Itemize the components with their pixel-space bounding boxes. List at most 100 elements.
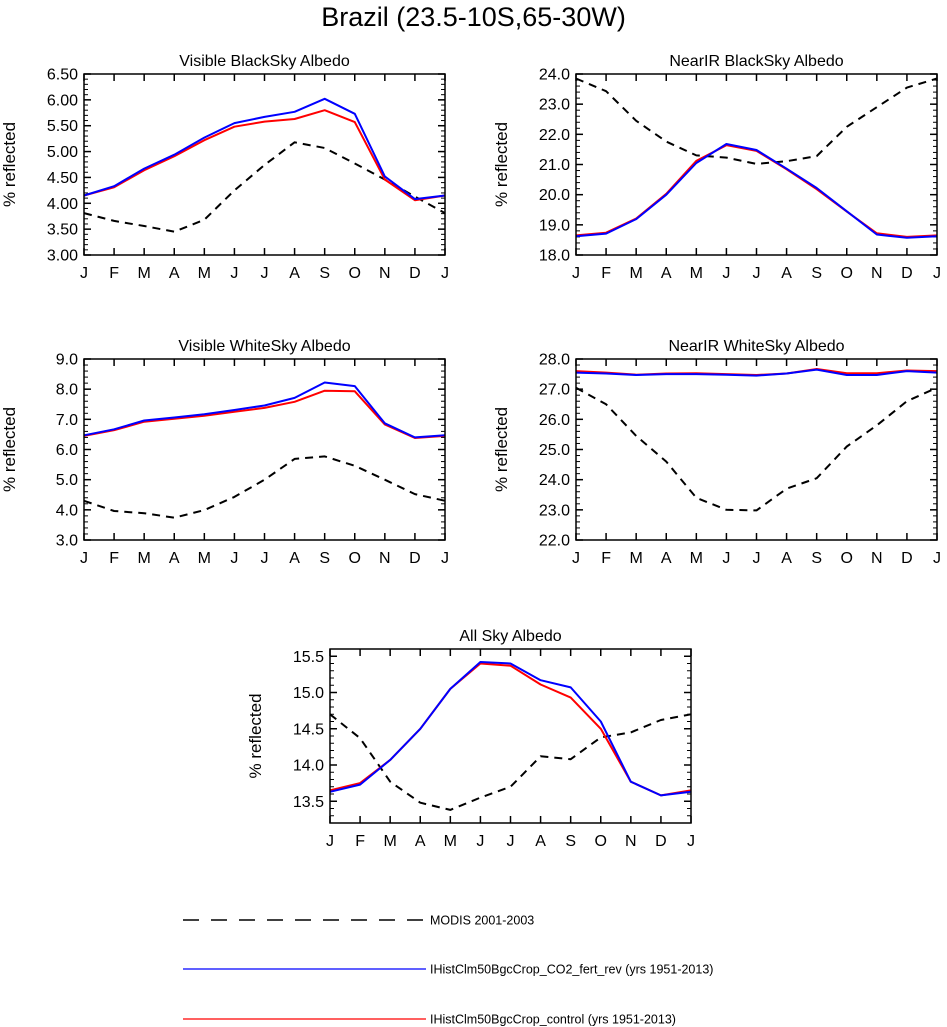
x-tick-label: D (655, 833, 667, 850)
y-tick-label: 6.50 (47, 67, 78, 84)
series-line-control (83, 389, 446, 439)
x-tick-label: M (138, 265, 151, 282)
x-tick-label: J (230, 550, 238, 567)
x-tick-label: J (722, 265, 730, 282)
y-tick-label: 27.0 (539, 382, 570, 399)
plot-frame (329, 648, 692, 824)
y-tick-label: 13.5 (293, 794, 324, 811)
chart-4: All Sky Albedo % reflected 13.5 14.0 14.5 15.… (246, 628, 695, 850)
x-tick-label: M (198, 265, 211, 282)
x-tick-label: O (349, 265, 361, 282)
y-tick-label: 9.0 (56, 352, 78, 369)
y-tick-label: 5.00 (47, 144, 78, 161)
y-tick-label: 26.0 (539, 412, 570, 429)
y-axis-label: % reflected (246, 693, 265, 778)
x-tick-label: D (901, 550, 913, 567)
x-tick-label: O (841, 550, 853, 567)
y-tick-label: 22.0 (539, 533, 570, 550)
x-tick-label: N (871, 550, 883, 567)
y-tick-label: 6.0 (56, 442, 78, 459)
series-line-modis (83, 141, 446, 233)
y-axis-label: % reflected (0, 122, 19, 207)
plot-frame (83, 358, 446, 541)
x-tick-label: O (349, 550, 361, 567)
series-line-co2_fert_rev (575, 143, 938, 239)
x-tick-label: S (811, 550, 822, 567)
x-tick-label: A (169, 550, 180, 567)
series-line-modis (83, 455, 446, 519)
x-tick-label: F (601, 550, 611, 567)
x-tick-label: M (630, 265, 643, 282)
x-tick-label: D (409, 550, 421, 567)
y-tick-label: 20.0 (539, 187, 570, 204)
x-tick-label: O (595, 833, 607, 850)
x-tick-label: A (661, 550, 672, 567)
y-tick-label: 15.5 (293, 649, 324, 666)
chart-title: Visible BlackSky Albedo (179, 53, 350, 70)
x-tick-label: N (379, 265, 391, 282)
chart-2: Visible WhiteSky Albedo % reflected 3.0 4.0… (0, 338, 449, 567)
legend-label-modis: MODIS 2001-2003 (430, 914, 534, 928)
x-tick-label: J (572, 550, 580, 567)
x-tick-label: N (871, 265, 883, 282)
y-axis-label: % reflected (492, 407, 511, 492)
x-tick-label: M (690, 550, 703, 567)
y-tick-label: 14.5 (293, 721, 324, 738)
x-tick-label: M (198, 550, 211, 567)
series-line-co2_fert_rev (575, 368, 938, 377)
plot-frame (575, 73, 938, 256)
x-tick-label: J (261, 265, 269, 282)
x-tick-label: A (289, 265, 300, 282)
x-tick-label: D (409, 265, 421, 282)
legend: MODIS 2001-2003 IHistClm50BgcCrop_CO2_fer… (183, 914, 713, 1027)
plot-frame (83, 73, 446, 256)
legend-label-control: IHistClm50BgcCrop_control (yrs 1951-2013… (430, 1013, 676, 1027)
y-tick-label: 22.0 (539, 127, 570, 144)
x-tick-label: A (535, 833, 546, 850)
plot-frame (575, 358, 938, 541)
y-tick-label: 23.0 (539, 97, 570, 114)
legend-label-co2_fert_rev: IHistClm50BgcCrop_CO2_fert_rev (yrs 1951… (430, 963, 713, 977)
x-tick-label: S (319, 265, 330, 282)
x-tick-label: M (630, 550, 643, 567)
x-tick-label: F (601, 265, 611, 282)
y-tick-label: 5.50 (47, 118, 78, 135)
y-tick-label: 4.00 (47, 196, 78, 213)
x-tick-label: O (841, 265, 853, 282)
chart-3: NearIR WhiteSky Albedo % reflected 22.0 23.… (492, 338, 941, 567)
x-tick-label: J (933, 550, 941, 567)
y-tick-label: 4.0 (56, 502, 78, 519)
x-tick-label: A (781, 265, 792, 282)
y-tick-label: 24.0 (539, 67, 570, 84)
x-tick-label: J (476, 833, 484, 850)
series-line-co2_fert_rev (83, 97, 446, 201)
x-tick-label: J (687, 833, 695, 850)
y-tick-label: 3.0 (56, 533, 78, 550)
x-tick-label: J (80, 265, 88, 282)
x-tick-label: J (441, 265, 449, 282)
y-axis-label: % reflected (0, 407, 19, 492)
y-tick-label: 3.50 (47, 222, 78, 239)
y-tick-label: 28.0 (539, 352, 570, 369)
x-tick-label: J (753, 550, 761, 567)
y-tick-label: 23.0 (539, 502, 570, 519)
y-tick-label: 21.0 (539, 157, 570, 174)
y-tick-label: 3.00 (47, 248, 78, 265)
x-tick-label: J (326, 833, 334, 850)
y-tick-label: 24.0 (539, 472, 570, 489)
x-tick-label: A (289, 550, 300, 567)
x-tick-label: J (722, 550, 730, 567)
x-tick-label: J (933, 265, 941, 282)
series-line-co2_fert_rev (329, 661, 692, 797)
chart-title: NearIR BlackSky Albedo (669, 53, 843, 70)
x-tick-label: D (901, 265, 913, 282)
x-tick-label: S (565, 833, 576, 850)
y-tick-label: 6.00 (47, 92, 78, 109)
x-tick-label: M (384, 833, 397, 850)
series-line-control (83, 109, 446, 202)
series-line-modis (329, 713, 692, 811)
y-tick-label: 15.0 (293, 685, 324, 702)
y-tick-label: 7.0 (56, 412, 78, 429)
x-tick-label: J (441, 550, 449, 567)
